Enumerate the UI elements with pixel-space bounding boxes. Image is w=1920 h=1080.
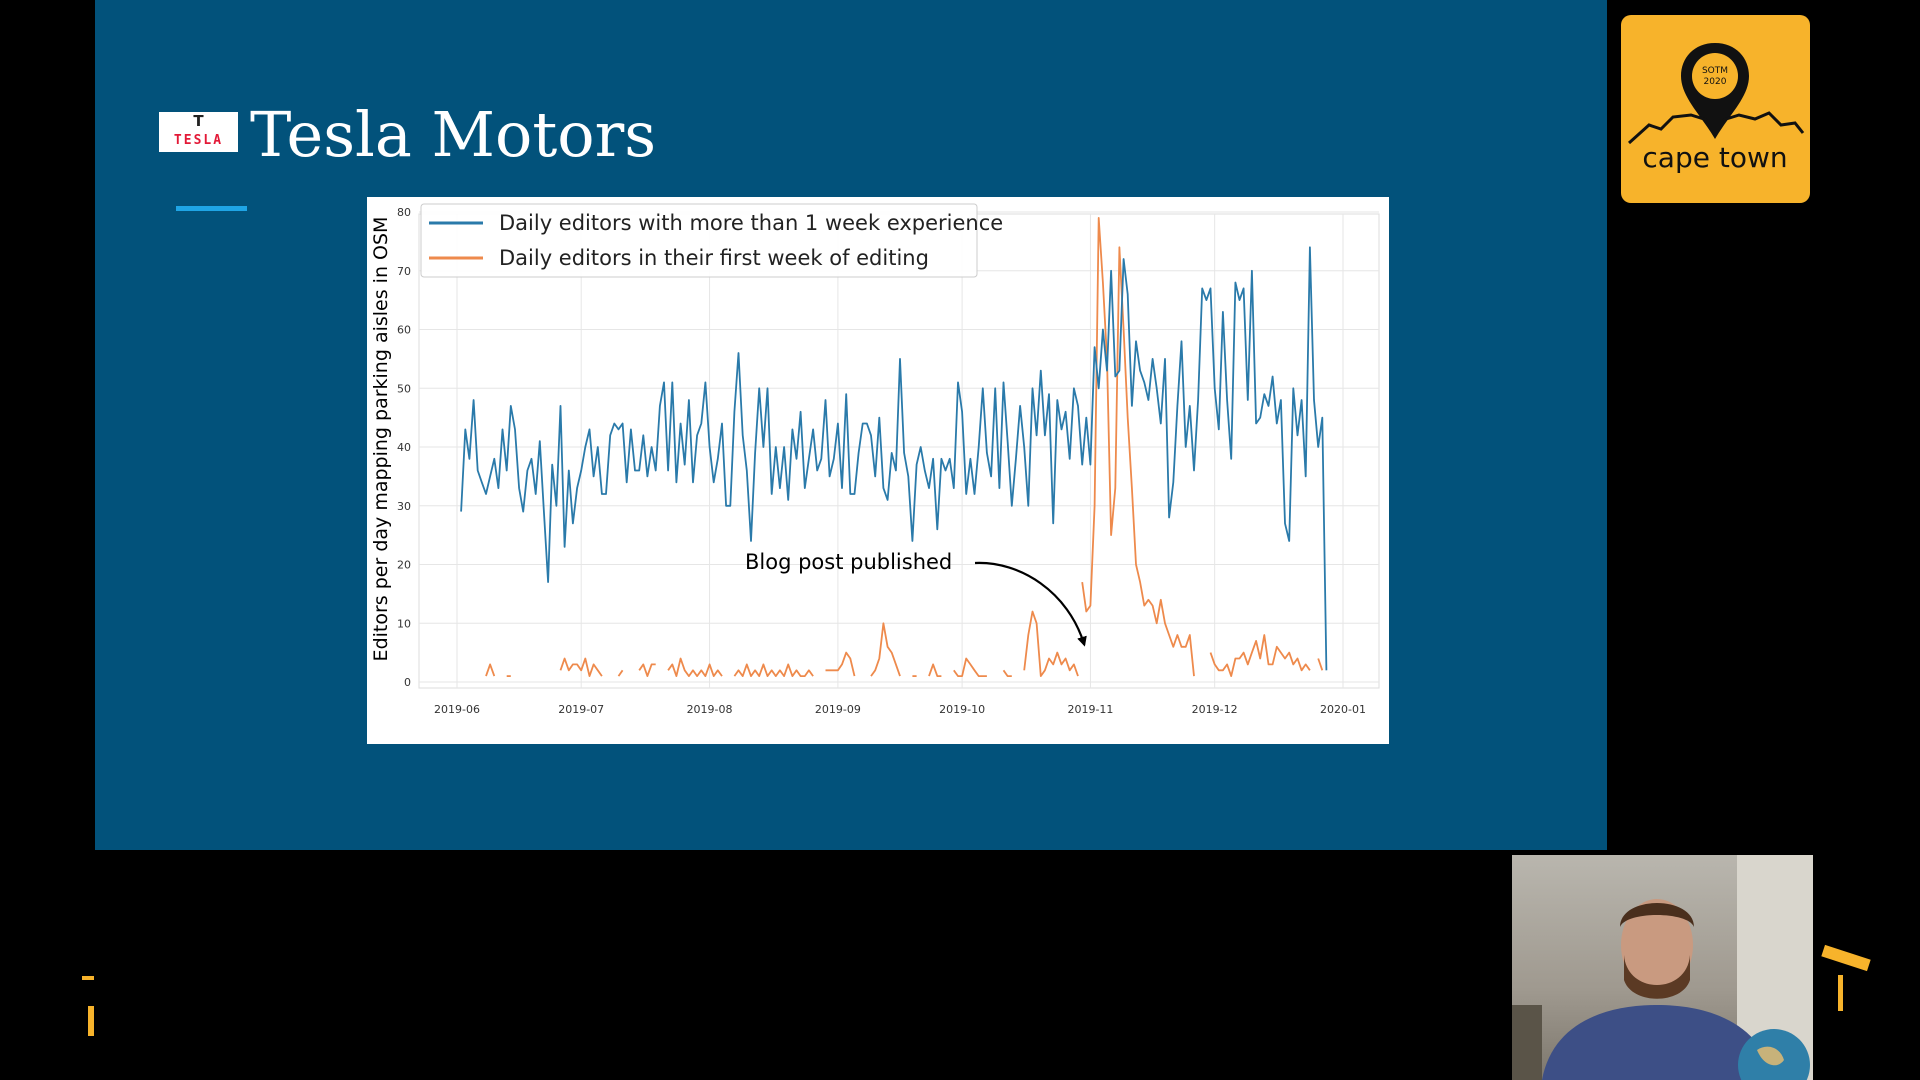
- x-tick-label: 2019-09: [815, 703, 861, 716]
- series-lines: [460, 217, 1328, 677]
- y-tick-label: 0: [404, 676, 411, 689]
- chart-panel: 0 10 20 30 40 50 60 70 80 2019-06 2019-07 2019-08 2…: [367, 197, 1389, 744]
- series-newcomers-line: [1023, 610, 1079, 677]
- deco-mark-left-bottom: [88, 1006, 94, 1036]
- series-newcomers-line: [559, 657, 603, 677]
- sotm-badge-bottom: 2020: [1704, 77, 1727, 87]
- presenter-beard: [1624, 955, 1690, 999]
- series-newcomers-line: [733, 663, 814, 677]
- series-newcomers-line: [638, 663, 656, 677]
- presenter-shirt: [1542, 1005, 1774, 1080]
- deco-mark-right-hook: [1838, 975, 1843, 1011]
- series-newcomers-line: [1317, 658, 1324, 671]
- series-newcomers-line: [667, 657, 723, 677]
- shelf: [1512, 1005, 1542, 1080]
- x-tick-label: 2019-06: [434, 703, 480, 716]
- x-tick-label: 2020-01: [1320, 703, 1366, 716]
- y-tick-label: 10: [397, 617, 411, 630]
- tesla-logo: T TESLA: [159, 112, 238, 152]
- series-newcomers-line: [953, 657, 987, 677]
- y-axis: 0 10 20 30 40 50 60 70 80: [397, 206, 411, 689]
- series-newcomers-line: [928, 663, 942, 677]
- series-newcomers-line: [1209, 634, 1311, 677]
- deco-mark-right: [1821, 944, 1871, 972]
- globe-land: [1757, 1046, 1784, 1066]
- y-tick-label: 80: [397, 206, 411, 219]
- annotation-text: Blog post published: [745, 550, 952, 574]
- tesla-wordmark: TESLA: [173, 133, 224, 148]
- annotation: Blog post published: [745, 550, 1087, 647]
- x-tick-label: 2019-08: [687, 703, 733, 716]
- series-newcomers-line: [1002, 669, 1012, 677]
- title-underline: [176, 206, 247, 211]
- table-mountain-icon: [1627, 111, 1805, 145]
- y-tick-label: 30: [397, 500, 411, 513]
- series-newcomers-line: [617, 669, 624, 677]
- presenter-hair: [1620, 903, 1694, 927]
- webcam-feed: [1512, 855, 1813, 1080]
- sotm-city-name: cape town: [1642, 141, 1787, 174]
- pin-badge: [1692, 53, 1738, 99]
- presenter-face: [1621, 899, 1693, 991]
- y-tick-label: 70: [397, 265, 411, 278]
- x-tick-label: 2019-10: [939, 703, 985, 716]
- x-tick-label: 2019-12: [1192, 703, 1238, 716]
- series-experienced-line: [460, 246, 1328, 671]
- deco-mark-left-top: [82, 976, 94, 980]
- y-axis-label: Editors per day mapping parking aisles i…: [370, 217, 392, 662]
- y-tick-label: 40: [397, 441, 411, 454]
- x-tick-label: 2019-07: [558, 703, 604, 716]
- series-newcomers-line: [485, 663, 496, 677]
- legend-label-experienced: Daily editors with more than 1 week expe…: [499, 211, 1003, 235]
- y-tick-label: 60: [397, 324, 411, 337]
- series-newcomers-line: [1081, 217, 1195, 677]
- chart-legend: Daily editors with more than 1 week expe…: [420, 203, 1003, 278]
- legend-label-newcomers: Daily editors in their first week of edi…: [499, 246, 929, 270]
- series-newcomers-line: [870, 622, 901, 677]
- y-tick-label: 20: [397, 559, 411, 572]
- annotation-arrow: [974, 561, 1087, 647]
- tesla-t-mark: T: [193, 112, 204, 130]
- series-newcomers-line: [825, 651, 856, 677]
- slide-title: Tesla Motors: [250, 98, 657, 171]
- plot-area: [418, 213, 1380, 689]
- y-tick-label: 50: [397, 382, 411, 395]
- x-tick-label: 2019-11: [1067, 703, 1113, 716]
- legend-box: [420, 203, 978, 278]
- x-axis: 2019-06 2019-07 2019-08 2019-09 2019-10 2019-…: [434, 703, 1366, 716]
- sotm-cape-town-logo: SOTM 2020 cape town: [1621, 15, 1810, 203]
- sotm-badge-top: SOTM: [1702, 66, 1728, 76]
